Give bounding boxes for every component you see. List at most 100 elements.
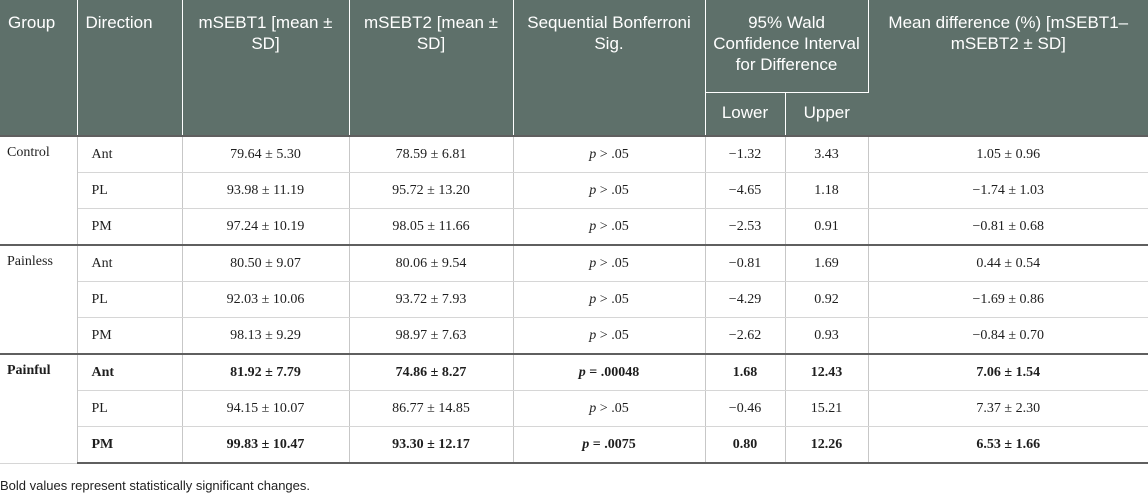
msebt2-cell: 80.06 ± 9.54: [349, 244, 514, 282]
p-symbol: p: [589, 327, 597, 343]
col-header-msebt2: mSEBT2 [mean ± SD]: [349, 0, 514, 137]
mean-difference-cell: 7.37 ± 2.30: [868, 390, 1148, 427]
col-header-lower: Lower: [705, 92, 786, 137]
p-value: = .0075: [589, 436, 636, 452]
ci-lower-cell: −4.29: [705, 281, 786, 318]
msebt2-cell: 93.30 ± 12.17: [349, 426, 514, 464]
p-symbol: p: [589, 400, 597, 416]
mean-difference-cell: 0.44 ± 0.54: [868, 244, 1148, 282]
table-row: PL 94.15 ± 10.07 86.77 ± 14.85 p > .05 −0.46…: [0, 390, 1148, 427]
p-symbol: p: [578, 364, 586, 380]
ci-lower-cell: −0.81: [705, 244, 786, 282]
p-value: > .05: [596, 327, 629, 343]
p-symbol: p: [589, 255, 597, 271]
bonferroni-sig-cell: p > .05: [513, 135, 706, 173]
msebt2-cell: 95.72 ± 13.20: [349, 172, 514, 209]
p-value: > .05: [596, 255, 629, 271]
ci-lower-cell: −0.46: [705, 390, 786, 427]
ci-lower-cell: −2.62: [705, 317, 786, 355]
bonferroni-sig-cell: p > .05: [513, 317, 706, 355]
ci-upper-cell: 12.43: [785, 353, 869, 391]
direction-cell: Ant: [77, 244, 183, 282]
msebt1-cell: 93.98 ± 11.19: [182, 172, 350, 209]
mean-difference-cell: 1.05 ± 0.96: [868, 135, 1148, 173]
msebt1-cell: 79.64 ± 5.30: [182, 135, 350, 173]
ci-upper-cell: 1.69: [785, 244, 869, 282]
bonferroni-sig-cell: p > .05: [513, 172, 706, 209]
table-row: Control Ant 79.64 ± 5.30 78.59 ± 6.81 p > .0…: [0, 135, 1148, 246]
direction-cell: PL: [77, 390, 183, 427]
mean-difference-cell: 6.53 ± 1.66: [868, 426, 1148, 464]
ci-upper-cell: 15.21: [785, 390, 869, 427]
msebt2-cell: 74.86 ± 8.27: [349, 353, 514, 391]
table-row: PL 92.03 ± 10.06 93.72 ± 7.93 p > .05 −4.29 0…: [0, 281, 1148, 318]
col-header-bonferroni: Sequential Bonferroni Sig.: [513, 0, 706, 137]
bonferroni-sig-cell: p > .05: [513, 390, 706, 427]
ci-lower-cell: 1.68: [705, 353, 786, 391]
direction-cell: Ant: [77, 135, 183, 173]
table-header: Group Direction mSEBT1 [mean ± SD] mSEBT…: [0, 0, 1148, 137]
col-header-direction: Direction: [77, 0, 183, 137]
mean-difference-cell: −1.69 ± 0.86: [868, 281, 1148, 318]
p-symbol: p: [589, 291, 597, 307]
msebt2-cell: 86.77 ± 14.85: [349, 390, 514, 427]
footnote: Bold values represent statistically sign…: [0, 478, 310, 493]
msebt1-cell: 97.24 ± 10.19: [182, 208, 350, 246]
ci-lower-cell: −1.32: [705, 135, 786, 173]
direction-cell: Ant: [77, 353, 183, 391]
p-value: > .05: [596, 146, 629, 162]
msebt1-cell: 99.83 ± 10.47: [182, 426, 350, 464]
col-header-wald-ci: 95% Wald Confidence Interval for Differe…: [705, 0, 869, 93]
p-symbol: p: [589, 146, 597, 162]
msebt1-cell: 80.50 ± 9.07: [182, 244, 350, 282]
direction-cell: PL: [77, 281, 183, 318]
ci-upper-cell: 1.18: [785, 172, 869, 209]
bonferroni-sig-cell: p = .00048: [513, 353, 706, 391]
col-header-msebt1: mSEBT1 [mean ± SD]: [182, 0, 350, 137]
group-name-cell: Painless: [0, 244, 78, 355]
table-body: Control Ant 79.64 ± 5.30 78.59 ± 6.81 p > .0…: [0, 135, 1148, 464]
mean-difference-cell: −0.84 ± 0.70: [868, 317, 1148, 355]
bonferroni-sig-cell: p > .05: [513, 208, 706, 246]
msebt1-cell: 81.92 ± 7.79: [182, 353, 350, 391]
p-value: = .00048: [585, 364, 640, 380]
p-value: > .05: [596, 291, 629, 307]
table-row: PL 93.98 ± 11.19 95.72 ± 13.20 p > .05 −4.65…: [0, 172, 1148, 209]
ci-lower-cell: −2.53: [705, 208, 786, 246]
bonferroni-sig-cell: p > .05: [513, 244, 706, 282]
mean-difference-cell: −0.81 ± 0.68: [868, 208, 1148, 246]
msebt1-cell: 94.15 ± 10.07: [182, 390, 350, 427]
direction-cell: PM: [77, 426, 183, 464]
p-symbol: p: [589, 218, 597, 234]
bonferroni-sig-cell: p > .05: [513, 281, 706, 318]
bonferroni-sig-cell: p = .0075: [513, 426, 706, 464]
col-header-mean-difference: Mean difference (%) [mSEBT1–mSEBT2 ± SD]: [868, 0, 1148, 137]
ci-lower-cell: −4.65: [705, 172, 786, 209]
msebt2-cell: 98.97 ± 7.63: [349, 317, 514, 355]
table-row: PM 97.24 ± 10.19 98.05 ± 11.66 p > .05 −2.53…: [0, 208, 1148, 246]
p-value: > .05: [596, 218, 629, 234]
col-header-group: Group: [0, 0, 78, 137]
ci-upper-cell: 0.93: [785, 317, 869, 355]
msebt2-cell: 78.59 ± 6.81: [349, 135, 514, 173]
ci-lower-cell: 0.80: [705, 426, 786, 464]
mean-difference-cell: 7.06 ± 1.54: [868, 353, 1148, 391]
col-header-upper: Upper: [785, 92, 869, 137]
msebt2-cell: 98.05 ± 11.66: [349, 208, 514, 246]
direction-cell: PM: [77, 317, 183, 355]
ci-upper-cell: 3.43: [785, 135, 869, 173]
ci-upper-cell: 12.26: [785, 426, 869, 464]
mean-difference-cell: −1.74 ± 1.03: [868, 172, 1148, 209]
direction-cell: PL: [77, 172, 183, 209]
group-name-cell: Control: [0, 135, 78, 246]
table-row: PM 99.83 ± 10.47 93.30 ± 12.17 p = .0075 0.8…: [0, 426, 1148, 464]
results-table: Group Direction mSEBT1 [mean ± SD] mSEBT…: [0, 0, 1148, 464]
table-row: Painful Ant 81.92 ± 7.79 74.86 ± 8.27 p = .0…: [0, 353, 1148, 464]
p-symbol: p: [582, 436, 590, 452]
msebt2-cell: 93.72 ± 7.93: [349, 281, 514, 318]
direction-cell: PM: [77, 208, 183, 246]
group-name-cell: Painful: [0, 353, 78, 464]
msebt1-cell: 92.03 ± 10.06: [182, 281, 350, 318]
table-row: Painless Ant 80.50 ± 9.07 80.06 ± 9.54 p > .…: [0, 244, 1148, 355]
p-value: > .05: [596, 182, 629, 198]
